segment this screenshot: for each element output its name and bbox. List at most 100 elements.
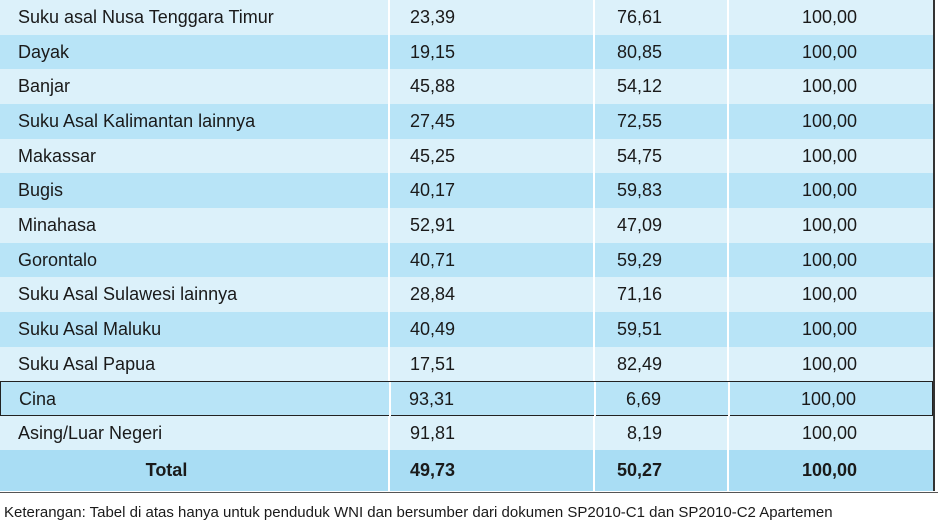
column-divider (388, 347, 390, 381)
cell-value: 100,00 (801, 319, 857, 339)
row-label: Dayak (18, 42, 70, 62)
row-label: Banjar (18, 76, 71, 96)
cell-value: 100,00 (801, 7, 857, 27)
footnote: Keterangan: Tabel di atas hanya untuk pe… (4, 504, 833, 521)
column-divider (388, 208, 390, 243)
column-divider (593, 69, 595, 104)
row-label: Suku Asal Papua (18, 354, 156, 374)
cell-value: 40,49 (409, 319, 455, 339)
row-label: Gorontalo (18, 250, 98, 270)
cell-value: 80,85 (616, 42, 662, 62)
cell-value: 100,00 (801, 215, 857, 235)
row-label: Total (145, 460, 188, 480)
column-divider (727, 277, 729, 312)
column-divider (727, 312, 729, 347)
table-row: Gorontalo 40,71 59,29 100,00 (0, 243, 933, 277)
cell-value: 50,27 (616, 460, 662, 480)
table-row: Suku Asal Papua 17,51 82,49 100,00 (0, 347, 933, 381)
cell-value: 100,00 (800, 389, 856, 409)
cell-value: 100,00 (801, 460, 857, 480)
column-divider (593, 104, 595, 139)
table-row: Cina 93,31 6,69 100,00 (0, 381, 933, 417)
total-row: Total 49,73 50,27 100,00 (0, 450, 933, 491)
row-label: Cina (19, 389, 57, 409)
table-row: Suku asal Nusa Tenggara Timur 23,39 76,61 1… (0, 0, 933, 35)
column-divider (727, 416, 729, 450)
column-divider (388, 0, 390, 35)
column-divider (388, 416, 390, 450)
column-divider (388, 69, 390, 104)
cell-value: 76,61 (616, 7, 662, 27)
cell-value: 45,25 (409, 146, 455, 166)
column-divider (388, 173, 390, 208)
column-divider (727, 450, 729, 491)
column-divider (727, 35, 729, 69)
column-divider (727, 347, 729, 381)
column-divider (593, 416, 595, 450)
column-divider (593, 312, 595, 347)
column-divider (388, 277, 390, 312)
column-divider (593, 347, 595, 381)
column-divider (388, 450, 390, 491)
rule (0, 492, 938, 493)
cell-value: 8,19 (626, 423, 662, 443)
cell-value: 28,84 (409, 284, 455, 304)
cell-value: 82,49 (616, 354, 662, 374)
row-label: Suku Asal Sulawesi lainnya (18, 284, 238, 304)
table-row: Suku Asal Sulawesi lainnya 28,84 71,16 100,… (0, 277, 933, 312)
column-divider (727, 139, 729, 173)
column-divider (728, 382, 730, 417)
row-label: Suku Asal Kalimantan lainnya (18, 111, 256, 131)
column-divider (388, 243, 390, 277)
cell-value: 17,51 (409, 354, 455, 374)
cell-value: 100,00 (801, 250, 857, 270)
column-divider (593, 173, 595, 208)
table-row: Asing/Luar Negeri 91,81 8,19 100,00 (0, 416, 933, 450)
table-row: Suku Asal Maluku 40,49 59,51 100,00 (0, 312, 933, 347)
cell-value: 100,00 (801, 284, 857, 304)
column-divider (727, 208, 729, 243)
cell-value: 100,00 (801, 42, 857, 62)
table-row: Suku Asal Kalimantan lainnya 27,45 72,55 10… (0, 104, 933, 139)
column-divider (593, 243, 595, 277)
cell-value: 72,55 (616, 111, 662, 131)
cell-value: 100,00 (801, 111, 857, 131)
table-row: Makassar 45,25 54,75 100,00 (0, 139, 933, 173)
cell-value: 100,00 (801, 146, 857, 166)
table-row: Dayak 19,15 80,85 100,00 (0, 35, 933, 69)
row-label: Asing/Luar Negeri (18, 423, 163, 443)
column-divider (727, 243, 729, 277)
table-row: Minahasa 52,91 47,09 100,00 (0, 208, 933, 243)
cell-value: 45,88 (409, 76, 455, 96)
column-divider (593, 139, 595, 173)
column-divider (593, 208, 595, 243)
cell-value: 91,81 (409, 423, 455, 443)
column-divider (593, 450, 595, 491)
column-divider (388, 139, 390, 173)
row-label: Minahasa (18, 215, 97, 235)
column-divider (727, 0, 729, 35)
column-divider (727, 104, 729, 139)
cell-value: 100,00 (801, 354, 857, 374)
cell-value: 27,45 (409, 111, 455, 131)
cell-value: 49,73 (409, 460, 455, 480)
cell-value: 52,91 (409, 215, 455, 235)
column-divider (594, 382, 596, 417)
column-divider (388, 312, 390, 347)
cell-value: 59,83 (616, 180, 662, 200)
column-divider (727, 173, 729, 208)
column-divider (389, 382, 391, 417)
column-divider (388, 104, 390, 139)
cell-value: 23,39 (409, 7, 455, 27)
column-divider (593, 35, 595, 69)
cell-value: 100,00 (801, 180, 857, 200)
cell-value: 40,71 (409, 250, 455, 270)
cell-value: 71,16 (616, 284, 662, 304)
row-label: Bugis (18, 180, 64, 200)
row-label: Suku asal Nusa Tenggara Timur (18, 7, 274, 27)
cell-value: 47,09 (616, 215, 662, 235)
column-divider (388, 35, 390, 69)
column-divider (593, 0, 595, 35)
row-label: Makassar (18, 146, 97, 166)
cell-value: 93,31 (408, 389, 454, 409)
